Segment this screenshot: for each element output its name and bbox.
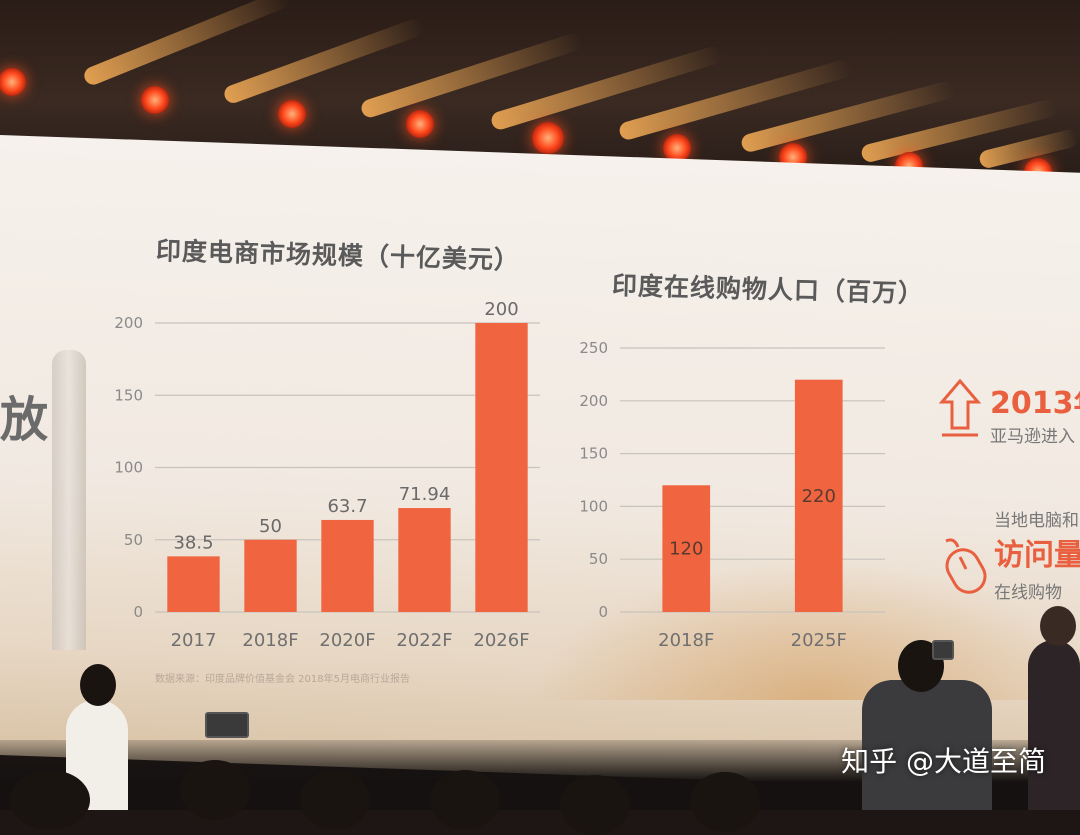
amazon-entry-text: 亚马逊进入 [990,427,1075,447]
y-tick-label: 50 [589,550,608,568]
mouse-icon [945,538,987,594]
x-category-label: 2025F [791,630,847,651]
data-label: 200 [484,299,518,320]
stage-light [532,122,564,154]
online-shopping-text: 在线购物 [994,583,1062,603]
data-label: 38.5 [173,532,213,553]
photographer-figure [862,680,992,810]
bar [475,323,528,612]
market-size-bar-chart: 0 50 100 150 200 2017 38.5 2018F 50 2020F 63.7 2022… [114,299,540,651]
audience-head [180,760,250,820]
y-tick-label: 100 [579,497,608,515]
city-skyline-backdrop [530,560,1050,700]
bar [662,485,711,612]
audience-head [1040,606,1076,646]
y-tick-label: 100 [114,459,143,477]
bar [244,539,297,612]
y-tick-label: 200 [579,392,608,410]
x-category-label: 2026F [473,630,529,651]
bar [167,556,220,612]
minaret-illustration [52,350,86,650]
data-label: 220 [802,486,836,507]
stage-light [278,100,306,128]
stage-light [141,86,169,114]
y-tick-label: 0 [598,603,608,621]
visit-volume-text: 访问量 [994,538,1080,573]
phone-camera [932,640,954,660]
watermark-text: 知乎 @大道至简 [841,745,1046,778]
audience-head [300,770,370,830]
y-tick-label: 150 [579,445,608,463]
data-label: 120 [669,539,703,560]
year-2013-text: 2013年 [990,386,1080,421]
presenter-head [80,664,116,706]
bar [321,519,374,612]
y-tick-label: 50 [124,531,143,549]
online-shoppers-bar-chart: 0 50 100 150 200 250 2018F 120 2025F 220 [579,339,885,651]
y-tick-label: 250 [579,339,608,357]
audience-member [1028,640,1080,810]
audience-head [690,772,760,832]
source-note: 数据来源：印度品牌价值基金会 2018年5月电商行业报告 [155,674,410,685]
data-label: 50 [259,516,282,537]
data-label: 63.7 [327,496,367,517]
x-category-label: 2018F [242,630,298,651]
bar [398,508,451,612]
phone-camera [205,712,249,738]
audience-head [430,770,500,830]
y-tick-label: 200 [114,314,143,332]
up-arrow-icon [938,378,982,437]
y-tick-label: 0 [133,603,143,621]
cropped-heading-text: 放 [0,392,49,448]
y-tick-label: 150 [114,386,143,404]
audience-head [10,770,90,830]
stage-light [406,110,434,138]
local-computer-text: 当地电脑和 [994,511,1079,531]
x-category-label: 2022F [396,630,452,651]
audience-head [560,775,630,835]
bar [794,379,843,612]
x-category-label: 2020F [319,630,375,651]
data-label: 71.94 [399,484,451,505]
stage-light [0,68,26,96]
x-category-label: 2018F [658,630,714,651]
x-category-label: 2017 [171,630,217,651]
right-info-panel: 2013年 亚马逊进入 当地电脑和 访问量 在线购物 [930,370,1080,630]
